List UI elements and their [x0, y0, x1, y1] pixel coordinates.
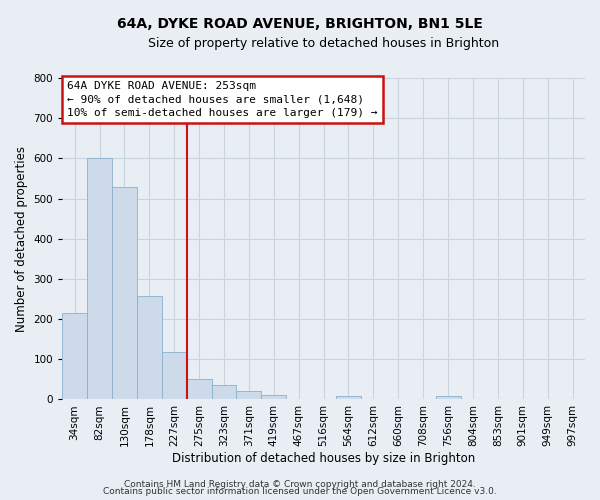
Bar: [187, 378, 212, 400]
X-axis label: Distribution of detached houses by size in Brighton: Distribution of detached houses by size …: [172, 452, 475, 465]
Bar: [112, 186, 137, 400]
Text: Contains HM Land Registry data © Crown copyright and database right 2024.: Contains HM Land Registry data © Crown c…: [124, 480, 476, 489]
Text: Contains public sector information licensed under the Open Government Licence v3: Contains public sector information licen…: [103, 488, 497, 496]
Bar: [137, 296, 162, 400]
Text: 64A, DYKE ROAD AVENUE, BRIGHTON, BN1 5LE: 64A, DYKE ROAD AVENUE, BRIGHTON, BN1 5LE: [117, 18, 483, 32]
Title: Size of property relative to detached houses in Brighton: Size of property relative to detached ho…: [148, 38, 499, 51]
Text: 64A DYKE ROAD AVENUE: 253sqm
← 90% of detached houses are smaller (1,648)
10% of: 64A DYKE ROAD AVENUE: 253sqm ← 90% of de…: [67, 82, 378, 118]
Bar: [87, 158, 112, 400]
Bar: [162, 352, 187, 400]
Y-axis label: Number of detached properties: Number of detached properties: [15, 146, 28, 332]
Bar: [262, 394, 286, 400]
Bar: [62, 313, 87, 400]
Bar: [236, 392, 262, 400]
Bar: [336, 396, 361, 400]
Bar: [436, 396, 461, 400]
Bar: [212, 386, 236, 400]
